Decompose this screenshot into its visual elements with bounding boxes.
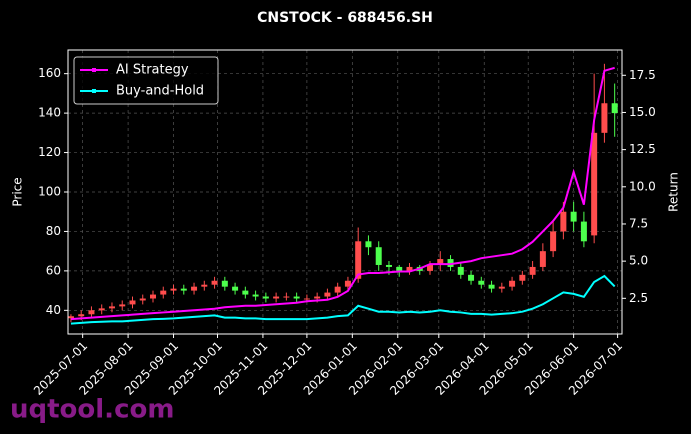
candle-body [570, 211, 577, 222]
legend: AI Strategy Buy-and-Hold [73, 56, 219, 105]
candle-body [88, 310, 95, 315]
candle-body [293, 296, 300, 299]
candle-body [334, 286, 341, 293]
candle-body [437, 259, 444, 265]
legend-label: Buy-and-Hold [116, 84, 204, 99]
candle-body [160, 290, 167, 295]
candle-body [519, 274, 526, 281]
candle-body [355, 241, 362, 279]
legend-marker [92, 89, 96, 93]
candle-body [406, 266, 413, 271]
candle-body [396, 266, 403, 271]
candle-body [601, 103, 608, 133]
candle-body [591, 132, 598, 236]
legend-marker [92, 68, 96, 72]
chart-title: CNSTOCK - 688456.SH [257, 10, 433, 26]
candle-body [242, 290, 249, 295]
y2-tick-label: 17.5 [629, 68, 656, 82]
candle-body [119, 304, 126, 307]
candle-body [539, 251, 546, 267]
candle-body [385, 264, 392, 267]
y-tick-label: 60 [46, 263, 61, 277]
candle-body [468, 274, 475, 281]
y2-tick-label: 15.0 [629, 105, 656, 119]
y2-tick-label: 7.5 [629, 216, 648, 230]
y-tick-label: 100 [38, 185, 61, 199]
candle-body [375, 247, 382, 265]
candle-body [457, 266, 464, 275]
candle-body [314, 296, 321, 299]
y-tick-label: 140 [38, 106, 61, 120]
candle-body [139, 298, 146, 301]
candle-body [232, 286, 239, 291]
y-axis-label: Price [11, 177, 25, 206]
y-tick-label: 80 [46, 224, 61, 238]
y2-tick-label: 12.5 [629, 142, 656, 156]
candle-body [324, 292, 331, 297]
candle-body [108, 306, 115, 309]
candle-body [447, 259, 454, 267]
candle-body [580, 221, 587, 242]
plot-frame [67, 49, 623, 335]
candle-body [273, 296, 280, 299]
candle-body [498, 286, 505, 289]
candle-body [191, 286, 198, 291]
candle-body [170, 288, 177, 291]
watermark: uqtool.com [10, 395, 174, 425]
line-series [70, 274, 616, 325]
candle-body [129, 300, 136, 305]
candle-body [529, 266, 536, 275]
candle-body [283, 296, 290, 298]
candle-body [488, 284, 495, 289]
line-series [70, 66, 615, 321]
candle-body [262, 296, 269, 299]
y2-tick-label: 10.0 [629, 179, 656, 193]
y-tick-label: 40 [46, 303, 61, 317]
candle-body [303, 298, 310, 300]
y2-tick-label: 2.5 [629, 291, 648, 305]
candle-body [252, 294, 259, 297]
candle-body [180, 288, 187, 291]
candle-body [344, 280, 351, 287]
legend-box [73, 56, 219, 105]
candle-body [211, 280, 218, 285]
candle-body [201, 284, 208, 287]
candle-body [560, 211, 567, 232]
candle-body [150, 294, 157, 299]
candle-body [550, 231, 557, 252]
candle-body [78, 314, 85, 317]
candle-body [221, 280, 228, 287]
candle-body [611, 103, 618, 114]
candle-body [98, 308, 105, 311]
y2-tick-label: 5.0 [629, 254, 648, 268]
y2-axis-label: Return [667, 172, 681, 212]
candle-body [365, 241, 372, 248]
candle-body [427, 264, 434, 271]
candle-body [67, 316, 74, 319]
legend-label: AI Strategy [116, 63, 189, 78]
y-tick-label: 120 [38, 145, 61, 159]
y-tick-label: 160 [38, 66, 61, 80]
candle-body [478, 280, 485, 285]
candle-body [509, 280, 516, 287]
